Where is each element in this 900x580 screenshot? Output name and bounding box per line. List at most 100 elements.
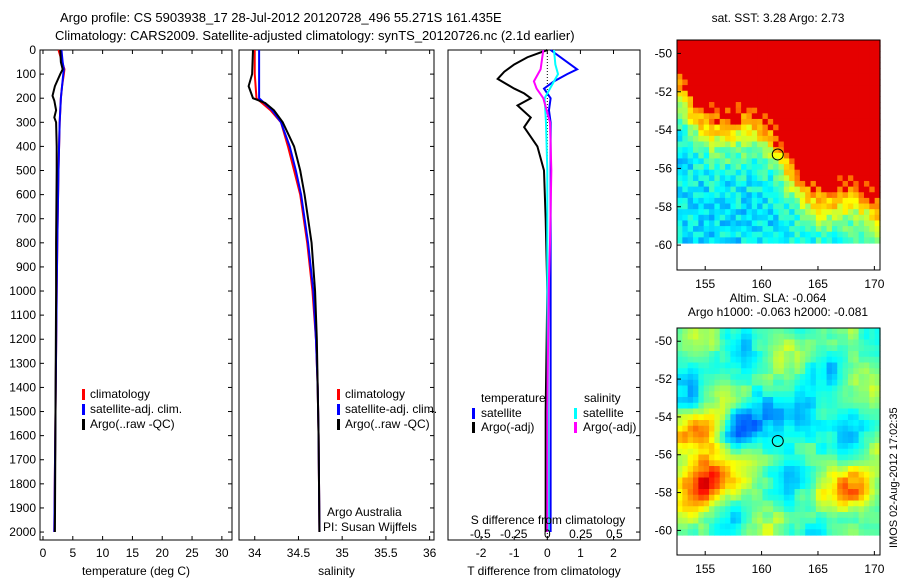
map-cell: [698, 529, 705, 536]
map-cell: [853, 437, 860, 444]
map-cell: [714, 333, 721, 341]
map-cell: [709, 425, 715, 433]
map-cell: [709, 180, 715, 188]
map-cell: [709, 368, 715, 375]
map-cell: [725, 186, 732, 193]
map-cell: [773, 339, 780, 346]
map-cell: [714, 124, 721, 131]
map-cell: [682, 141, 689, 148]
map-cell: [767, 494, 774, 502]
map-cell: [687, 356, 694, 364]
map-cell: [741, 448, 748, 456]
map-cell: [783, 113, 790, 120]
map-cell: [735, 477, 742, 484]
map-cell: [698, 192, 705, 199]
map-cell: [746, 79, 753, 86]
map-cell: [789, 477, 796, 484]
map-cell: [714, 96, 721, 103]
map-cell: [789, 512, 796, 519]
map-cell: [821, 362, 828, 369]
map-cell: [842, 339, 849, 346]
map-cell: [741, 454, 748, 461]
map-cell: [805, 408, 812, 415]
map-cell: [826, 180, 833, 188]
map-cell: [799, 500, 806, 507]
map-cell: [714, 180, 721, 188]
map-cell: [682, 333, 689, 341]
map-cell: [789, 460, 796, 467]
map-cell: [805, 68, 812, 75]
map-cell: [810, 175, 817, 182]
map-cell: [799, 96, 806, 103]
map-cell: [746, 523, 753, 530]
map-cell: [869, 448, 876, 456]
map-cell: [863, 443, 870, 450]
map-cell: [751, 414, 758, 421]
map-cell: [815, 408, 822, 415]
map-cell: [741, 135, 748, 143]
map-cell: [682, 425, 689, 433]
map-cell: [869, 68, 876, 75]
map-cell: [778, 420, 785, 427]
map-cell: [703, 489, 710, 496]
map-cell: [762, 379, 769, 387]
map-cell: [767, 477, 774, 484]
map-cell: [709, 500, 715, 507]
map-cell: [725, 203, 732, 210]
map-cell: [799, 197, 806, 205]
map-cell: [799, 237, 806, 244]
figure-title-line1: Argo profile: CS 5903938_17 28-Jul-2012 …: [60, 10, 502, 25]
map-cell: [741, 68, 748, 75]
map-cell: [703, 391, 710, 398]
map-cell: [719, 231, 726, 238]
map-cell: [847, 51, 854, 58]
map-cell: [751, 437, 758, 444]
map-cell: [847, 494, 854, 502]
map-cell: [698, 356, 705, 364]
map-cell: [805, 443, 812, 450]
map-cell: [762, 45, 769, 52]
map-cell: [831, 68, 838, 75]
map-cell: [677, 231, 683, 238]
y-tick-label: 600: [16, 188, 36, 202]
map-cell: [789, 500, 796, 507]
map-cell: [874, 431, 881, 438]
map-cell: [847, 362, 854, 369]
map-cell: [719, 90, 726, 97]
map-cell: [735, 402, 742, 410]
map-cell: [735, 460, 742, 467]
map-cell: [799, 79, 806, 86]
map-cell: [837, 40, 844, 47]
map-cell: [826, 124, 833, 131]
legend-label: satellite-adj. clim.: [90, 402, 182, 416]
map-cell: [677, 414, 683, 421]
map-cell: [682, 73, 689, 81]
map-cell: [687, 124, 694, 131]
map-cell: [767, 431, 774, 438]
map-cell: [725, 180, 732, 188]
map-cell: [714, 79, 721, 86]
map-cell: [874, 73, 881, 81]
map-cell: [815, 141, 822, 148]
map-cell: [799, 391, 806, 398]
map-cell: [874, 397, 881, 404]
map-cell: [746, 141, 753, 148]
map-cell: [837, 51, 844, 58]
map-cell: [789, 231, 796, 238]
map-cell: [709, 237, 715, 244]
map-cell: [805, 152, 812, 160]
map-cell: [741, 356, 748, 364]
map-cell: [842, 73, 849, 81]
map-cell: [815, 471, 822, 479]
map-cell: [698, 85, 705, 92]
map-cell: [799, 414, 806, 421]
map-cell: [794, 214, 801, 222]
map-cell: [719, 362, 726, 369]
map-cell: [869, 102, 876, 109]
map-cell: [821, 209, 828, 216]
map-cell: [778, 385, 785, 392]
map-cell: [682, 186, 689, 193]
map-cell: [831, 362, 838, 369]
map-cell: [741, 231, 748, 238]
map-cell: [858, 362, 865, 369]
